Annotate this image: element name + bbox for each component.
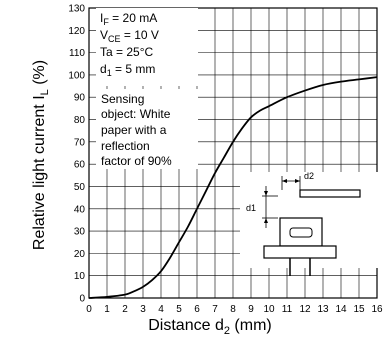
x-tick-label: 10 [263, 304, 275, 315]
x-tick-label: 11 [282, 304, 293, 315]
y-tick-label: 80 [74, 115, 86, 126]
condition-vce: VCE = 10 V [100, 28, 159, 44]
y-tick-label: 100 [68, 70, 85, 81]
y-tick-label: 30 [74, 227, 86, 238]
sensor-window [289, 227, 313, 238]
y-tick-label: 60 [74, 160, 86, 171]
y-tick-labels: 0 10 20 30 40 50 60 70 80 90 100 110 120 130 [68, 4, 85, 305]
plot-frame [88, 7, 378, 299]
reflector-plate [299, 189, 361, 198]
sensing-object-note: Sensing object: White paper with a refle… [96, 89, 198, 169]
y-tick-label: 120 [68, 26, 85, 37]
x-tick-label: 1 [104, 304, 110, 315]
curve-layer [88, 76, 378, 299]
x-tick-label: 5 [176, 304, 182, 315]
x-axis-label: Distance d2 (mm) [148, 317, 271, 337]
conditions-box: IF = 20 mA VCE = 10 V Ta = 25°C d1 = 5 m… [96, 8, 198, 86]
note-line-2: object: White [101, 107, 171, 121]
condition-ta: Ta = 25°C [100, 45, 153, 59]
d2-dimension-label: d2 [304, 171, 314, 181]
x-tick-label: 14 [335, 304, 347, 315]
x-tick-label: 7 [212, 304, 218, 315]
y-tick-label: 130 [68, 4, 85, 15]
y-tick-label: 110 [69, 48, 85, 59]
x-tick-label: 3 [140, 304, 146, 315]
note-line-3: paper with a [101, 123, 167, 137]
x-tick-labels: 0 1 2 3 4 5 6 7 8 9 10 11 12 13 14 15 16 [86, 304, 383, 315]
note-line-1: Sensing [101, 92, 144, 106]
x-tick-label: 16 [371, 304, 383, 315]
y-axis-label: Relative light current IL (%) [31, 60, 51, 250]
x-tick-label: 12 [299, 304, 311, 315]
x-tick-label: 13 [317, 304, 329, 315]
y-tick-label: 70 [74, 137, 86, 148]
x-tick-label: 0 [86, 304, 92, 315]
y-tick-label: 90 [74, 93, 86, 104]
note-line-5: factor of 90% [101, 154, 172, 168]
y-tick-label: 40 [74, 204, 86, 215]
y-tick-label: 50 [74, 182, 86, 193]
x-tick-label: 2 [122, 304, 128, 315]
d1-dimension-label: d1 [246, 203, 256, 213]
x-tick-label: 15 [353, 304, 365, 315]
sensor-diagram: d2 d1 [240, 171, 378, 276]
y-tick-label: 10 [74, 271, 86, 282]
y-tick-label: 0 [79, 294, 85, 305]
note-line-4: reflection [101, 139, 150, 153]
relative-light-current-curve [88, 76, 378, 299]
x-tick-label: 6 [194, 304, 200, 315]
x-tick-label: 8 [230, 304, 236, 315]
condition-d1: d1 = 5 mm [100, 62, 155, 78]
condition-if: IF = 20 mA [100, 11, 157, 27]
y-tick-label: 20 [74, 249, 86, 260]
x-tick-label: 4 [158, 304, 164, 315]
sensor-base [263, 245, 337, 259]
x-tick-label: 9 [248, 304, 254, 315]
